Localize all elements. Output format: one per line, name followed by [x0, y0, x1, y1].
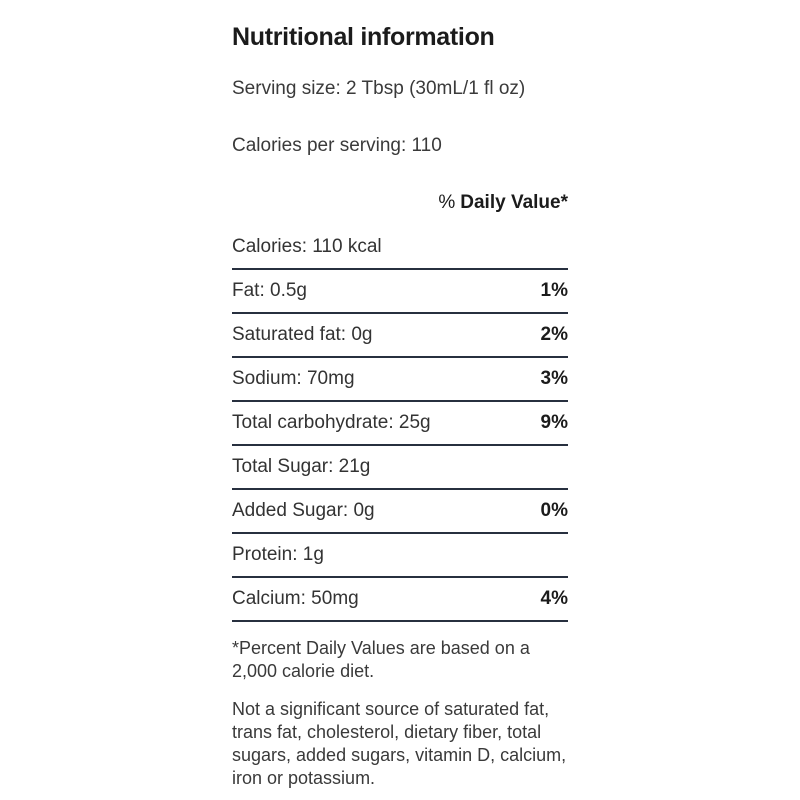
- nutrient-label: Sodium: 70mg: [232, 368, 355, 389]
- daily-value-column-header: % Daily Value*: [232, 191, 568, 215]
- nutrient-label: Saturated fat: 0g: [232, 324, 373, 345]
- nutrition-panel: Nutritional information Serving size: 2 …: [232, 0, 568, 790]
- nutrient-label: Total Sugar: 21g: [232, 456, 371, 477]
- row-fat: Fat: 0.5g 1%: [232, 270, 568, 314]
- nutrient-daily-value: 9%: [540, 412, 568, 433]
- row-protein: Protein: 1g: [232, 534, 568, 578]
- nutrient-label: Added Sugar: 0g: [232, 500, 375, 521]
- row-total-carbohydrate: Total carbohydrate: 25g 9%: [232, 402, 568, 446]
- calories-per-serving-text: Calories per serving: 110: [232, 135, 442, 156]
- nutrition-table: Calories: 110 kcal Fat: 0.5g 1% Saturate…: [232, 226, 568, 622]
- row-calories: Calories: 110 kcal: [232, 226, 568, 270]
- nutrient-label: Calories: 110 kcal: [232, 236, 382, 257]
- nutrient-label: Fat: 0.5g: [232, 280, 307, 301]
- nutrient-label: Total carbohydrate: 25g: [232, 412, 431, 433]
- nutrient-label: Protein: 1g: [232, 544, 324, 565]
- not-significant-source-footnote: Not a significant source of saturated fa…: [232, 699, 567, 788]
- row-sodium: Sodium: 70mg 3%: [232, 358, 568, 402]
- nutrient-daily-value: 3%: [540, 368, 568, 389]
- nutrient-daily-value: 4%: [540, 588, 568, 609]
- page-title: Nutritional information: [232, 23, 495, 51]
- daily-value-header-label: Daily Value*: [460, 192, 568, 213]
- nutrient-daily-value: 0%: [540, 500, 568, 521]
- percent-sign: %: [438, 192, 456, 213]
- nutrient-daily-value: 2%: [540, 324, 568, 345]
- nutrient-daily-value: 1%: [540, 280, 568, 301]
- row-saturated-fat: Saturated fat: 0g 2%: [232, 314, 568, 358]
- serving-size-text: Serving size: 2 Tbsp (30mL/1 fl oz): [232, 78, 526, 99]
- nutrient-label: Calcium: 50mg: [232, 588, 359, 609]
- daily-value-footnote: *Percent Daily Values are based on a 2,0…: [232, 638, 530, 681]
- row-total-sugar: Total Sugar: 21g: [232, 446, 568, 490]
- row-calcium: Calcium: 50mg 4%: [232, 578, 568, 622]
- row-added-sugar: Added Sugar: 0g 0%: [232, 490, 568, 534]
